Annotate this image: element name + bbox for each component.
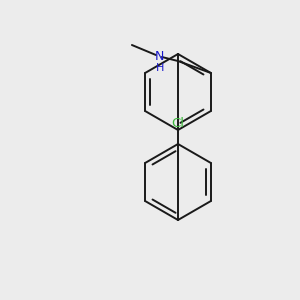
Text: Cl: Cl — [172, 117, 184, 130]
Text: N: N — [155, 50, 165, 62]
Text: H: H — [156, 63, 164, 73]
